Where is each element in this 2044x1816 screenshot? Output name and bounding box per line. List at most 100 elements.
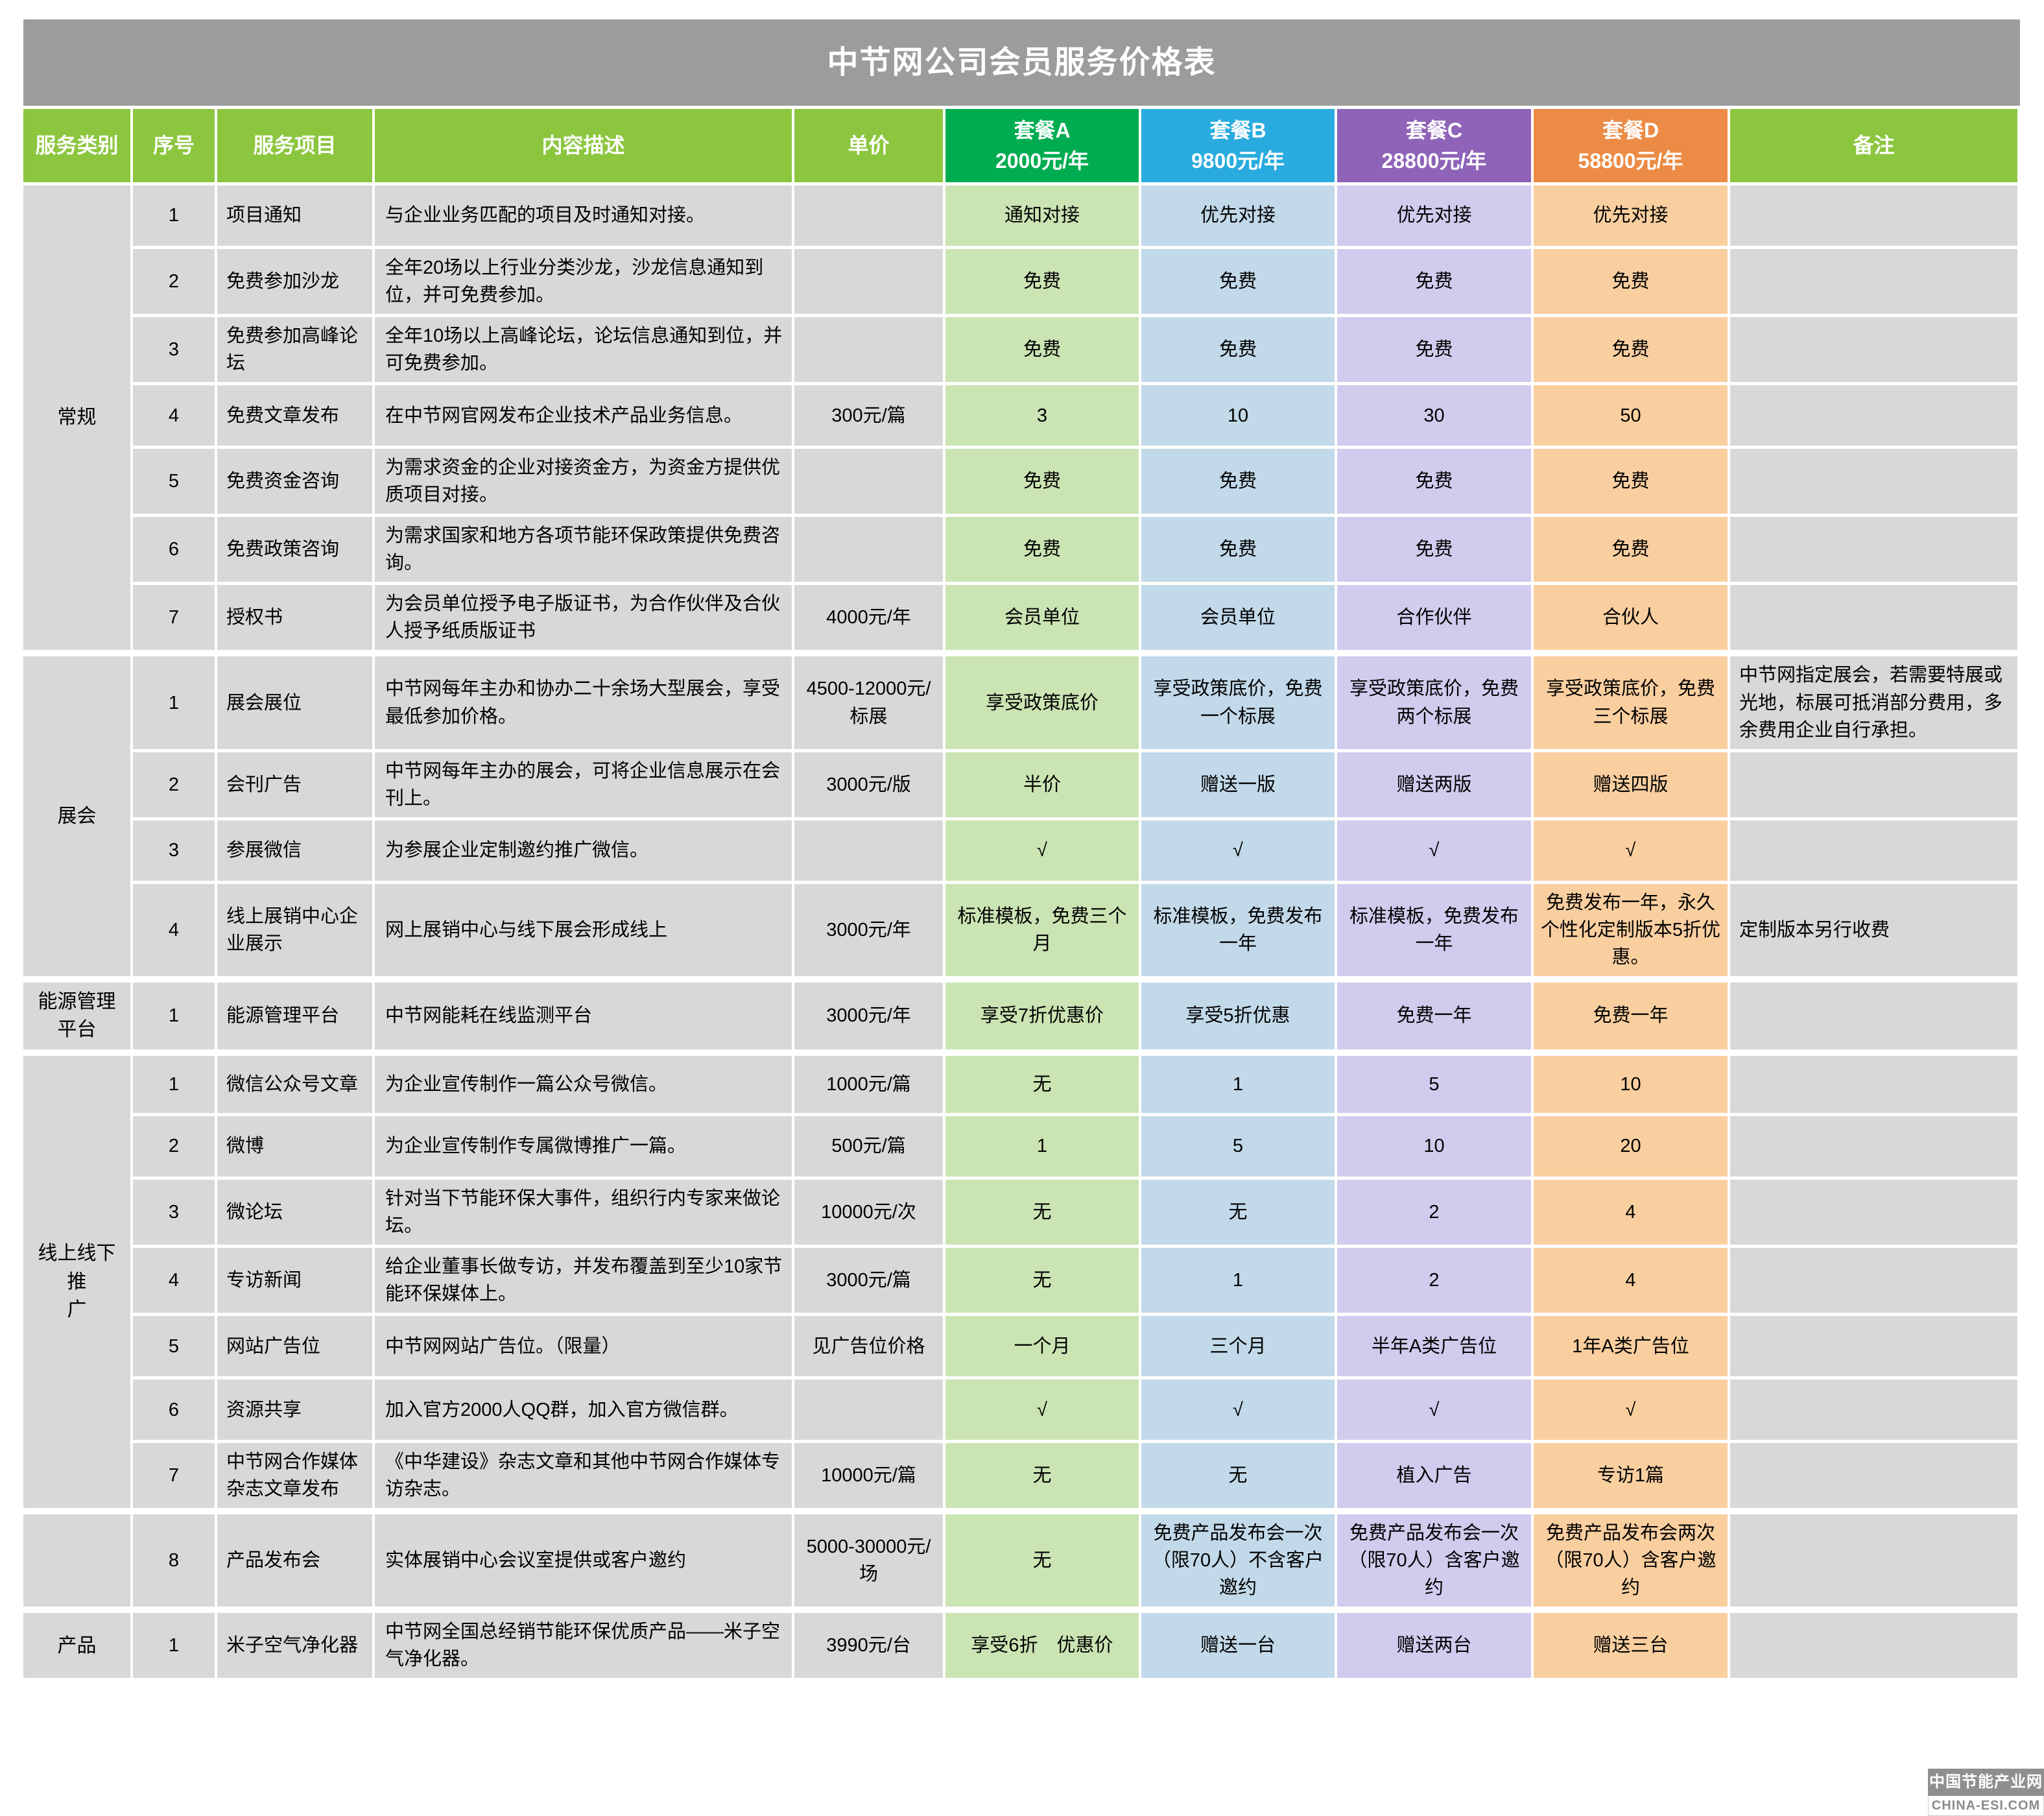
row-index: 4 (133, 385, 217, 449)
category-cell: 展会 (23, 653, 133, 979)
package-d-value-cell: 免费产品发布会两次（限70人）含客户邀约 (1534, 1511, 1730, 1610)
package-a-value-cell: 无 (945, 1052, 1141, 1116)
remark-cell (1730, 1052, 2020, 1116)
package-b-value-cell: 10 (1141, 385, 1337, 449)
package-c-value-cell: 5 (1337, 1052, 1534, 1116)
description-cell: 中节网能耗在线监测平台 (375, 979, 794, 1053)
row-index: 3 (133, 820, 217, 884)
description-cell: 全年20场以上行业分类沙龙，沙龙信息通知到位，并可免费参加。 (375, 249, 794, 318)
table-row: 2 微博 为企业宣传制作专属微博推广一篇。 500元/篇 1 5 10 20 (23, 1116, 2020, 1180)
table-row: 线上线下推 广 1 微信公众号文章 为企业宣传制作一篇公众号微信。 1000元/篇无 1 5… (23, 1052, 2020, 1512)
package-d-value-cell: 免费 (1534, 317, 1730, 386)
package-d-value-cell: 20 (1534, 1116, 1730, 1180)
package-c-value-cell: 免费产品发布会一次（限70人）含客户邀约 (1337, 1511, 1534, 1610)
table-row: 2 免费参加沙龙 全年20场以上行业分类沙龙，沙龙信息通知到位，并可免费参加。 免费免… (23, 249, 2020, 318)
service-item-cell: 米子空气净化器 (217, 1610, 375, 1682)
package-c-value-cell: 半年A类广告位 (1337, 1316, 1534, 1380)
description-cell: 网上展销中心与线下展会形成线上 (375, 883, 794, 979)
row-index: 2 (133, 249, 217, 318)
package-c-value-cell: √ (1337, 1380, 1534, 1444)
table-row: 2 会刊广告 中节网每年主办的展会，可将企业信息展示在会刊上。 3000元/版 半价 赠送… (23, 752, 2020, 820)
package-a-value-cell: 通知对接 (945, 185, 1141, 249)
package-c-value-cell: 2 (1337, 1247, 1534, 1317)
package-a-value-cell: 无 (945, 1443, 1141, 1512)
table-row: 7 授权书 为会员单位授予电子版证书，为合作伙伴及合伙人授予纸质版证书 4000元/年… (23, 585, 2020, 654)
remark-cell (1730, 1179, 2020, 1248)
package-b-value-cell: 三个月 (1141, 1316, 1337, 1380)
watermark-site-url: CHINA-ESI.COM (1928, 1796, 2044, 1816)
table-row: 3 免费参加高峰论坛 全年10场以上高峰论坛，论坛信息通知到位，并可免费参加。 免费免… (23, 317, 2020, 386)
unit-price-cell: 4500-12000元/标展 (794, 653, 945, 752)
package-d-value-cell: 赠送四版 (1534, 752, 1730, 820)
column-header-index: 序号 (133, 109, 217, 185)
unit-price-cell: 4000元/年 (794, 585, 945, 654)
table-row: 7 中节网合作媒体杂志文章发布 《中华建设》杂志文章和其他中节网合作媒体专访杂志。 1… (23, 1443, 2020, 1512)
description-cell: 为会员单位授予电子版证书，为合作伙伴及合伙人授予纸质版证书 (375, 585, 794, 654)
package-c-value-cell: 优先对接 (1337, 185, 1534, 249)
package-b-value-cell: 免费 (1141, 249, 1337, 318)
unit-price-cell: 500元/篇 (794, 1116, 945, 1180)
service-item-cell: 微博 (217, 1116, 375, 1180)
package-c-value-cell: √ (1337, 820, 1534, 884)
row-index: 6 (133, 517, 217, 586)
description-cell: 中节网网站广告位。（限量） (375, 1316, 794, 1380)
row-index: 4 (133, 883, 217, 979)
unit-price-cell (794, 449, 945, 518)
package-a-value-cell: 免费 (945, 249, 1141, 318)
package-d-value-cell: √ (1534, 1380, 1730, 1444)
description-cell: 中节网全国总经销节能环保优质产品——米子空气净化器。 (375, 1610, 794, 1682)
description-cell: 加入官方2000人QQ群，加入官方微信群。 (375, 1380, 794, 1444)
package-a-value-cell: 免费 (945, 317, 1141, 386)
watermark-site-name: 中国节能产业网 (1928, 1769, 2044, 1796)
package-d-value-cell: 4 (1534, 1179, 1730, 1248)
row-index: 6 (133, 1380, 217, 1444)
package-c-value-cell: 免费 (1337, 249, 1534, 318)
unit-price-cell: 3000元/年 (794, 883, 945, 979)
package-b-value-cell: 享受5折优惠 (1141, 979, 1337, 1053)
table-row: 3 参展微信 为参展企业定制邀约推广微信。 √ √ √ √ (23, 820, 2020, 884)
remark-cell (1730, 585, 2020, 654)
table-row: 3 微论坛 针对当下节能环保大事件，组织行内专家来做论坛。 10000元/次无无 2 4 (23, 1179, 2020, 1248)
table-row: 4 线上展销中心企业展示 网上展销中心与线下展会形成线上 3000元/年 标准模板，免费… (23, 883, 2020, 979)
unit-price-cell: 3000元/篇 (794, 1247, 945, 1317)
description-cell: 与企业业务匹配的项目及时通知对接。 (375, 185, 794, 249)
column-header-category: 服务类别 (23, 109, 133, 185)
page-title: 中节网公司会员服务价格表 (23, 19, 2020, 106)
unit-price-cell (794, 1380, 945, 1444)
category-cell: 产品 (23, 1610, 133, 1682)
row-index: 2 (133, 1116, 217, 1180)
remark-cell (1730, 1380, 2020, 1444)
package-b-value-cell: 赠送一台 (1141, 1610, 1337, 1682)
service-item-cell: 展会展位 (217, 653, 375, 752)
package-a-column-header: 套餐A 2000元/年 (945, 109, 1141, 185)
table-row: 5 网站广告位 中节网网站广告位。（限量） 见广告位价格 一个月 三个月 半年A类广告位 1年… (23, 1316, 2020, 1380)
package-d-value-cell: 优先对接 (1534, 185, 1730, 249)
package-a-name: 套餐A (1014, 119, 1071, 143)
package-d-value-cell: 赠送三台 (1534, 1610, 1730, 1682)
table-row: 4 专访新闻 给企业董事长做专访，并发布覆盖到至少10家节能环保媒体上。 3000元/… (23, 1247, 2020, 1317)
description-cell: 为企业宣传制作专属微博推广一篇。 (375, 1116, 794, 1180)
package-a-value-cell: 3 (945, 385, 1141, 449)
row-index: 3 (133, 317, 217, 386)
package-c-name: 套餐C (1405, 119, 1463, 143)
remark-cell (1730, 317, 2020, 386)
package-b-value-cell: 享受政策底价，免费一个标展 (1141, 653, 1337, 752)
package-b-value-cell: 无 (1141, 1443, 1337, 1512)
remark-cell (1730, 1247, 2020, 1317)
table-row: 常规 1 项目通知 与企业业务匹配的项目及时通知对接。 通知对接 优先对接 优先对接 优先对接 (23, 185, 2020, 654)
package-d-value-cell: √ (1534, 820, 1730, 884)
service-item-cell: 参展微信 (217, 820, 375, 884)
package-c-column-header: 套餐C 28800元/年 (1337, 109, 1534, 185)
package-c-value-cell: 免费 (1337, 517, 1534, 586)
service-item-cell: 专访新闻 (217, 1247, 375, 1317)
package-d-value-cell: 享受政策底价，免费三个标展 (1534, 653, 1730, 752)
description-cell: 中节网每年主办和协办二十余场大型展会，享受最低参加价格。 (375, 653, 794, 752)
watermark: 中国节能产业网 CHINA-ESI.COM (1928, 1769, 2044, 1816)
package-c-value-cell: 赠送两台 (1337, 1610, 1534, 1682)
remark-cell (1730, 820, 2020, 884)
unit-price-cell: 10000元/次 (794, 1179, 945, 1248)
remark-cell (1730, 1443, 2020, 1512)
package-c-value-cell: 2 (1337, 1179, 1534, 1248)
package-d-value-cell: 免费 (1534, 517, 1730, 586)
package-a-value-cell: 无 (945, 1247, 1141, 1317)
